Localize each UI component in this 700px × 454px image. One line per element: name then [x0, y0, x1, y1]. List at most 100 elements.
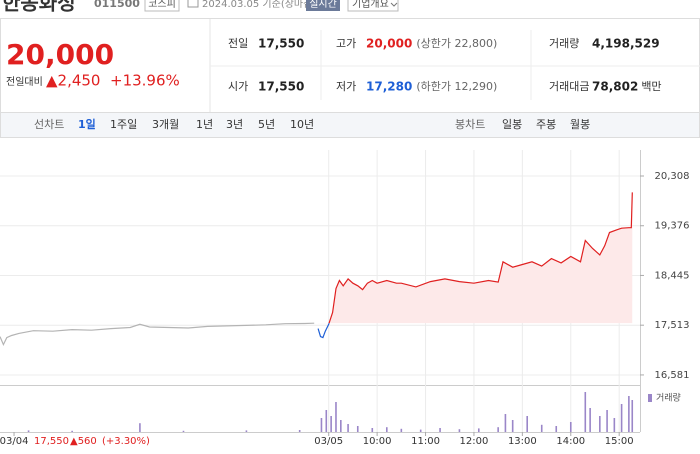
market-badge [144, 0, 180, 12]
tab-label: 선차트 [34, 118, 64, 131]
stat-value: 20,000 [366, 37, 412, 51]
volume-bar [589, 408, 591, 432]
company-info-button[interactable] [347, 0, 399, 12]
price-line [328, 192, 633, 324]
volume-legend-swatch [648, 394, 652, 402]
stat-value: 17,550 [258, 80, 304, 94]
stat-note: (하한가 12,290) [416, 79, 497, 93]
volume-bar [613, 418, 616, 432]
volume-bar [477, 428, 480, 432]
stat-value: 17,280 [366, 80, 412, 94]
volume-bar [584, 392, 587, 432]
stock-name: 한농화성 [2, 0, 76, 15]
stat-note: (상한가 22,800) [416, 37, 497, 50]
volume-bar [526, 416, 529, 432]
volume-bar [540, 424, 543, 432]
legend-rate: (+3.30%) [102, 436, 150, 447]
volume-bar [320, 418, 323, 432]
volume-bar [419, 429, 422, 432]
stat-label: 시가 [228, 80, 248, 93]
market: 코스피 [148, 0, 176, 10]
volume-bar [400, 428, 403, 432]
realtime[interactable]: 실시간 [309, 0, 337, 10]
dropdown-arrow [390, 2, 398, 7]
realtime-badge[interactable] [306, 0, 340, 11]
y-tick-label: 20,308 [655, 171, 690, 182]
stat-label: 전일 [228, 36, 248, 50]
period-tab[interactable]: 월봉 [570, 118, 590, 131]
change-label: 전일대비 [6, 76, 43, 88]
volume-bar [139, 423, 141, 432]
company-info[interactable]: 기업개요 [352, 0, 389, 10]
period-tab[interactable]: 3년 [226, 118, 243, 131]
legend-price: 17,550 [34, 436, 69, 447]
price: 20,000 [6, 38, 114, 71]
y-tick-label: 16,581 [655, 370, 690, 381]
y-tick-label: 17,513 [655, 320, 690, 331]
x-tick-label: 03/04 [0, 436, 28, 447]
stat-value: 78,802 [592, 80, 638, 94]
volume-bar [631, 400, 634, 432]
volume-bar [569, 422, 572, 432]
y-tick-label: 19,376 [655, 221, 690, 232]
x-tick-label: 10:00 [363, 436, 392, 447]
price-area [318, 192, 633, 324]
x-tick-label: 15:00 [605, 436, 634, 447]
stat-unit: 백만 [641, 80, 661, 93]
stat-label: 저가 [336, 80, 356, 93]
volume-bar [606, 410, 608, 432]
volume-bar [620, 404, 623, 432]
stock-code: 011500 [94, 0, 140, 10]
calendar-icon [187, 0, 199, 8]
period-tab[interactable]: 1일 [78, 117, 96, 131]
x-tick-label: 12:00 [460, 436, 489, 447]
stat-label: 거래량 [549, 37, 579, 50]
x-tick-label: 03/05 [314, 436, 343, 447]
volume-bar [599, 416, 601, 432]
volume-bar [298, 430, 301, 432]
volume-bar [340, 420, 342, 432]
period-tab[interactable]: 일봉 [502, 117, 522, 131]
x-tick-label: 14:00 [556, 436, 585, 447]
price-line [0, 322, 315, 347]
volume-bar [335, 402, 337, 432]
volume-bar [325, 410, 328, 432]
volume-bar [356, 426, 359, 432]
volume-bar [371, 428, 374, 432]
volume-bar [504, 414, 507, 432]
period-tab[interactable]: 3개월 [152, 118, 179, 131]
x-tick-label: 13:00 [508, 436, 537, 447]
stat-label: 고가 [336, 37, 356, 50]
change: ▲2,450 [46, 72, 100, 90]
stat-label: 거래대금 [549, 80, 589, 93]
volume-legend: 거래량 [656, 392, 681, 404]
volume-bar [330, 416, 332, 432]
volume-bar [458, 429, 461, 432]
volume-bar [628, 396, 630, 432]
x-tick-label: 11:00 [411, 436, 440, 447]
volume-bar [182, 430, 185, 432]
period-tab[interactable]: 5년 [258, 118, 275, 131]
volume-bar [27, 430, 30, 432]
period-tab[interactable]: 1주일 [110, 117, 137, 131]
tab-bar [0, 112, 700, 138]
volume-bar [347, 424, 349, 432]
date: 2024.03.05 기준(장마감) [202, 0, 316, 10]
period-tab[interactable]: 1년 [196, 118, 213, 131]
period-tab[interactable]: 주봉 [536, 118, 556, 131]
tab-label: 봉차트 [455, 118, 485, 131]
stat-value: 4,198,529 [592, 37, 660, 51]
period-tab[interactable]: 10년 [290, 118, 314, 131]
volume-bar [71, 430, 73, 432]
legend-change: ▲560 [70, 436, 97, 447]
volume-bar [511, 420, 514, 432]
y-tick-label: 18,445 [655, 270, 690, 281]
volume-bar [497, 427, 499, 432]
change-rate: +13.96% [110, 72, 180, 90]
volume-bar [386, 427, 388, 432]
stat-value: 17,550 [258, 37, 304, 51]
volume-bar [439, 428, 441, 432]
volume-bar [555, 426, 558, 432]
